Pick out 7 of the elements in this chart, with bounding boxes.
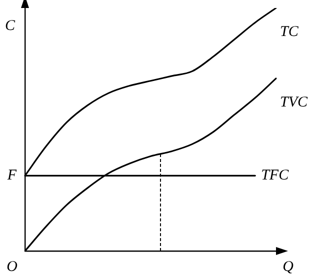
series-label: TC <box>280 24 300 40</box>
series-label: TVC <box>280 94 309 110</box>
text: F <box>6 168 18 184</box>
text: O <box>6 258 18 275</box>
x-axis-title: Q <box>282 258 294 275</box>
series-label: TFC <box>261 168 290 184</box>
y-axis-title: C <box>4 18 16 34</box>
